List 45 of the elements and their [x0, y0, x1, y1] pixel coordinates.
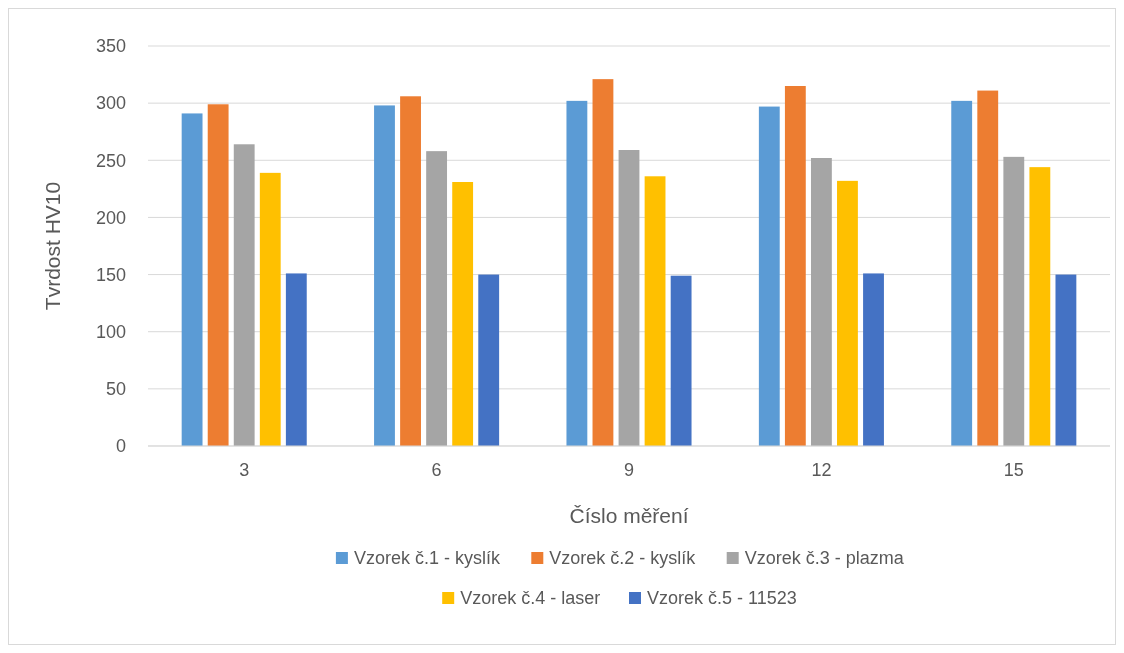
legend-label: Vzorek č.5 - 11523 [647, 588, 797, 609]
x-axis-title: Číslo měření [569, 504, 689, 527]
x-tick-label: 3 [239, 460, 250, 480]
y-axis-title: Tvrdost HV10 [41, 181, 64, 311]
legend-label: Vzorek č.2 - kyslík [549, 548, 697, 569]
bar [1003, 156, 1025, 446]
bar [566, 100, 588, 446]
y-tick-label: 300 [95, 93, 126, 114]
bar [374, 105, 395, 446]
bar [951, 100, 973, 446]
bar [452, 182, 474, 446]
y-tick-label: 150 [95, 264, 126, 285]
bar [285, 273, 307, 446]
bar [400, 96, 421, 446]
bar [837, 180, 858, 446]
bar [592, 79, 614, 446]
x-tick-label: 12 [811, 460, 832, 480]
bar [259, 172, 281, 446]
x-tick-label: 15 [1003, 460, 1024, 480]
y-tick-label: 50 [105, 379, 126, 400]
legend-label: Vzorek č.4 - laser [460, 588, 601, 609]
bar [207, 104, 229, 446]
bar [426, 151, 448, 446]
y-tick-label: 0 [115, 436, 126, 457]
y-tick-label: 350 [95, 36, 126, 57]
legend-label: Vzorek č.3 - plazma [744, 548, 905, 569]
bar [618, 150, 640, 446]
bar [810, 158, 832, 446]
bar [233, 144, 255, 446]
bar [977, 90, 999, 446]
bar [670, 275, 692, 446]
bar [181, 113, 203, 446]
bar [758, 106, 780, 446]
y-tick-label: 100 [95, 322, 126, 343]
bar [478, 274, 500, 446]
y-tick-label: 200 [95, 207, 126, 228]
bar [1055, 274, 1077, 446]
bar [1029, 167, 1051, 446]
bar [863, 273, 884, 446]
y-tick-label: 250 [95, 150, 126, 171]
bar [784, 86, 806, 446]
x-tick-label: 9 [623, 460, 635, 480]
x-tick-label: 6 [431, 460, 442, 480]
bar [644, 176, 666, 446]
legend-label: Vzorek č.1 - kyslík [353, 548, 501, 569]
